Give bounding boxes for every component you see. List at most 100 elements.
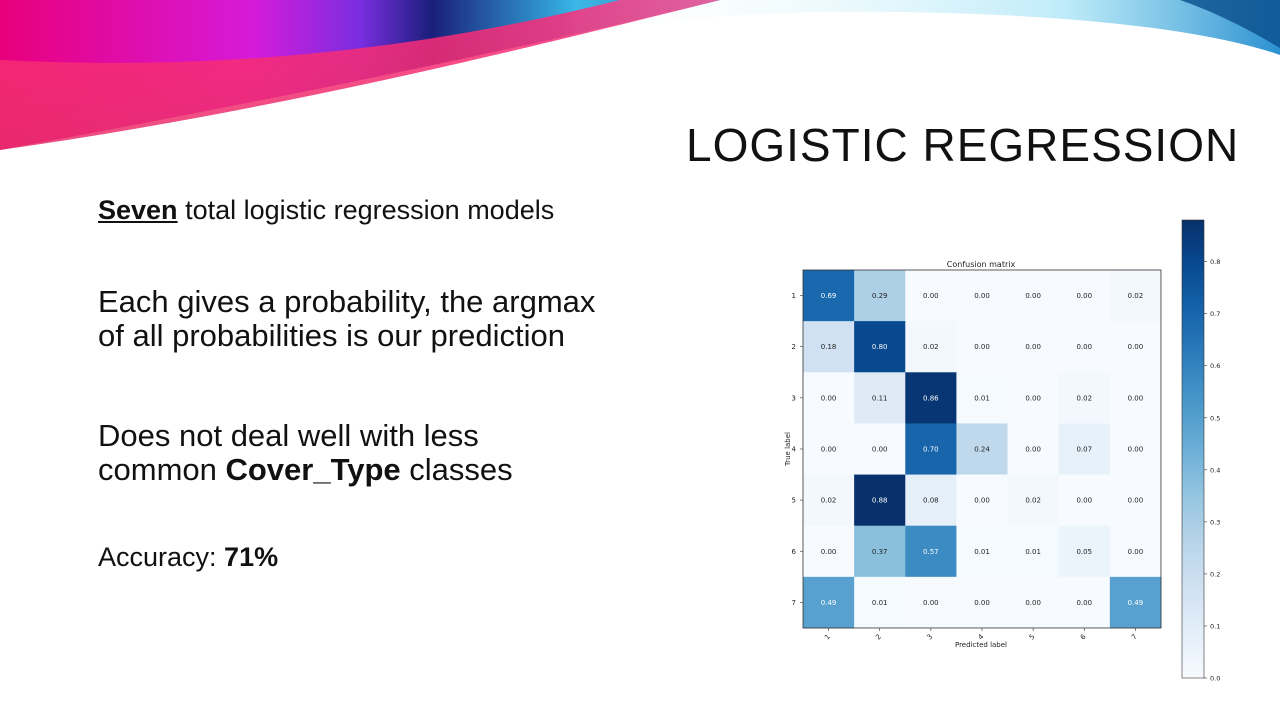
bullet-probability: Each gives a probability, the argmax of …: [98, 285, 595, 353]
x-tick-label: 3: [925, 633, 934, 642]
bullet-accuracy: Accuracy: 71%: [98, 542, 278, 573]
cell-3-3: [905, 372, 957, 424]
colorbar-tick-label: 0.5: [1210, 414, 1220, 422]
y-axis-label: True label: [784, 432, 792, 467]
y-tick-label: 2: [792, 343, 796, 351]
accuracy-label: Accuracy:: [98, 542, 225, 572]
bullet-limitation: Does not deal well with less common Cove…: [98, 419, 513, 487]
cell-value-6-4: 0.01: [974, 548, 990, 556]
y-tick-label: 6: [792, 548, 797, 556]
cell-7-6: [1058, 576, 1111, 629]
colorbar-tick-label: 0.0: [1210, 675, 1220, 683]
cell-value-1-2: 0.29: [872, 292, 888, 300]
cell-2-1: [803, 321, 855, 373]
bullet-limitation-pre: common: [98, 452, 226, 487]
bullet-probability-line1: Each gives a probability, the argmax: [98, 284, 596, 319]
cell-value-3-6: 0.02: [1076, 394, 1092, 402]
cell-value-6-7: 0.00: [1128, 548, 1144, 556]
cell-5-6: [1058, 474, 1111, 527]
cell-7-3: [905, 576, 957, 629]
cell-value-3-5: 0.00: [1025, 394, 1041, 402]
y-tick-label: 7: [792, 599, 796, 607]
cell-value-2-6: 0.00: [1076, 343, 1092, 351]
x-tick-label: 6: [1079, 632, 1088, 641]
cell-value-6-3: 0.57: [923, 548, 939, 556]
cell-6-1: [803, 525, 855, 578]
cell-5-5: [1007, 474, 1060, 527]
x-tick-label: 1: [823, 633, 832, 642]
cell-3-5: [1007, 372, 1060, 424]
cell-2-4: [956, 321, 1008, 373]
cell-4-6: [1058, 423, 1111, 475]
cell-value-7-7: 0.49: [1128, 599, 1144, 607]
cell-value-5-3: 0.08: [923, 497, 939, 505]
bullet-models: Seven total logistic regression models: [98, 195, 554, 226]
cell-3-7: [1109, 372, 1162, 424]
cell-3-1: [803, 372, 855, 424]
cell-6-2: [854, 525, 906, 578]
cell-value-4-4: 0.24: [974, 445, 990, 453]
cell-value-7-1: 0.49: [821, 599, 837, 607]
cell-value-3-1: 0.00: [821, 394, 837, 402]
cell-value-5-7: 0.00: [1128, 497, 1144, 505]
cell-value-5-6: 0.00: [1076, 497, 1092, 505]
cell-7-4: [956, 576, 1008, 629]
cell-1-6: [1058, 270, 1111, 322]
cell-value-3-2: 0.11: [872, 394, 888, 402]
cell-value-1-7: 0.02: [1128, 292, 1144, 300]
cell-value-6-2: 0.37: [872, 548, 888, 556]
cell-value-7-2: 0.01: [872, 599, 888, 607]
cell-4-2: [854, 423, 906, 475]
cell-value-3-4: 0.01: [974, 394, 990, 402]
cell-value-5-2: 0.88: [872, 497, 888, 505]
cell-value-4-6: 0.07: [1076, 445, 1092, 453]
cell-value-2-5: 0.00: [1025, 343, 1041, 351]
cell-7-2: [854, 576, 906, 629]
cell-1-7: [1109, 270, 1162, 322]
bullet-limitation-line1: Does not deal well with less: [98, 418, 479, 453]
cell-6-3: [905, 525, 957, 578]
bullet-probability-line2: of all probabilities is our prediction: [98, 318, 565, 353]
cell-value-2-4: 0.00: [974, 343, 990, 351]
y-tick-label: 3: [792, 394, 796, 402]
cell-4-1: [803, 423, 855, 475]
cell-value-4-2: 0.00: [872, 445, 888, 453]
cell-5-2: [854, 474, 906, 527]
cell-2-3: [905, 321, 957, 373]
x-tick-label: 2: [874, 633, 883, 642]
cell-value-7-3: 0.00: [923, 599, 939, 607]
x-tick-label: 5: [1028, 633, 1037, 642]
bullet-models-bold: Seven: [98, 195, 178, 225]
cell-1-5: [1007, 270, 1060, 322]
cell-4-4: [956, 423, 1008, 475]
cell-value-5-1: 0.02: [821, 497, 837, 505]
x-axis-label: Predicted label: [955, 641, 1007, 649]
cell-2-6: [1058, 321, 1111, 373]
cell-2-2: [854, 321, 906, 373]
cell-value-5-5: 0.02: [1025, 497, 1041, 505]
cell-1-4: [956, 270, 1008, 322]
cell-value-2-1: 0.18: [821, 343, 837, 351]
cell-1-2: [854, 270, 906, 322]
cell-value-2-7: 0.00: [1128, 343, 1144, 351]
colorbar-tick-label: 0.8: [1210, 258, 1220, 266]
colorbar: [1181, 219, 1205, 679]
decorative-banner: [0, 0, 1280, 150]
bullet-models-text: total logistic regression models: [177, 195, 555, 225]
cell-5-1: [803, 474, 855, 527]
cell-5-4: [956, 474, 1008, 527]
cell-5-3: [905, 474, 957, 527]
bullet-limitation-bold: Cover_Type: [225, 452, 401, 487]
cell-4-7: [1109, 423, 1162, 475]
cell-6-7: [1109, 525, 1162, 578]
accuracy-value: 71%: [224, 542, 279, 572]
cell-value-6-6: 0.05: [1076, 548, 1092, 556]
cell-1-1: [803, 270, 855, 322]
colorbar-tick-label: 0.4: [1210, 466, 1220, 474]
cell-4-5: [1007, 423, 1060, 475]
cell-5-7: [1109, 474, 1162, 527]
cell-3-6: [1058, 372, 1111, 424]
confusion-matrix-chart: 0.69 0.29 0.00 0.00 0.00 0.00 0.020.18 0.80 0.02…: [784, 219, 1220, 683]
bullet-limitation-post: classes: [400, 452, 513, 487]
y-tick-label: 4: [792, 445, 797, 453]
